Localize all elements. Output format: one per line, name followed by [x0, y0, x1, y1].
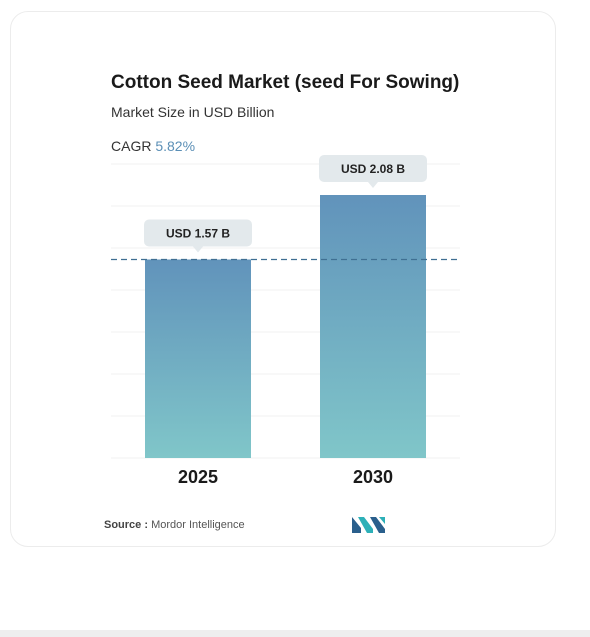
chart-title: Cotton Seed Market (seed For Sowing)	[111, 72, 460, 93]
cagr-line: CAGR 5.82%	[111, 138, 195, 154]
data-label-2025: USD 1.57 B	[144, 219, 252, 253]
data-label-text: USD 1.57 B	[166, 226, 230, 240]
page-bottom-strip	[0, 630, 590, 637]
data-label-text: USD 2.08 B	[341, 162, 405, 176]
mordor-intelligence-logo-icon	[352, 517, 385, 533]
source-line: Source : Mordor Intelligence	[104, 519, 245, 531]
bar-2025	[145, 259, 251, 458]
x-tick-label: 2025	[178, 467, 218, 487]
chart-subtitle: Market Size in USD Billion	[111, 104, 275, 120]
cagr-value: 5.82%	[155, 138, 196, 154]
bar-2030	[320, 195, 426, 458]
x-tick-label: 2030	[353, 467, 393, 487]
cagr-label: CAGR	[111, 138, 152, 154]
source-label: Source :	[104, 519, 149, 531]
data-label-2030: USD 2.08 B	[319, 155, 427, 188]
source-name: Mordor Intelligence	[151, 519, 245, 531]
